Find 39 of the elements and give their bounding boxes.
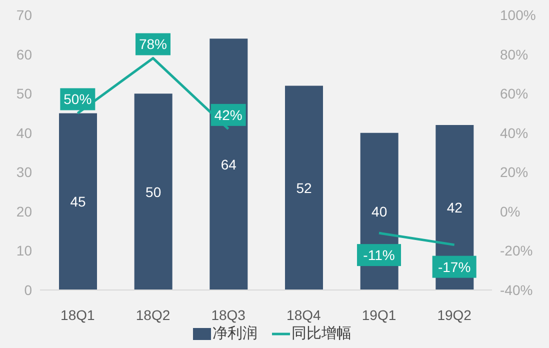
y2-tick-label: 0% (500, 203, 520, 220)
y-tick-label: 70 (16, 6, 32, 23)
y-tick-label: 50 (16, 86, 32, 102)
y-tick-label: 20 (16, 203, 32, 220)
data-label: 45 (70, 194, 86, 210)
y-tick-label: 0 (24, 282, 32, 298)
bar (210, 38, 248, 290)
y-tick-label: 30 (16, 164, 32, 180)
y2-tick-label: 40% (500, 124, 528, 141)
bar (134, 94, 172, 290)
data-label: 50% (64, 91, 92, 108)
data-label: -17% (438, 258, 471, 275)
y2-tick-label: -20% (500, 242, 533, 259)
bar (59, 113, 97, 290)
legend-label: 同比增幅 (292, 324, 352, 343)
x-tick-label: 18Q1 (60, 306, 96, 323)
y2-tick-label: 80% (500, 46, 528, 62)
x-tick-label: 19Q2 (437, 306, 472, 323)
y-tick-label: 40 (16, 124, 32, 141)
data-label: -11% (363, 247, 395, 264)
x-tick-label: 18Q2 (136, 306, 170, 323)
data-label: 42% (214, 106, 242, 123)
y-tick-label: 10 (16, 242, 32, 259)
y2-tick-label: 100% (500, 6, 536, 23)
y-tick-label: 60 (16, 46, 32, 62)
x-tick-label: 18Q3 (211, 306, 246, 323)
data-label: 78% (138, 36, 168, 52)
data-label: 50 (146, 184, 162, 200)
legend-label: 净利润 (212, 324, 258, 343)
y2-tick-label: 60% (500, 86, 528, 102)
x-tick-label: 19Q1 (362, 306, 396, 323)
data-label: 42 (446, 200, 463, 216)
y2-tick-label: 20% (500, 164, 528, 180)
data-label: 52 (296, 180, 312, 196)
data-label: 64 (220, 156, 237, 172)
y2-tick-label: -40% (500, 282, 533, 298)
x-tick-label: 18Q4 (286, 306, 322, 323)
bar (285, 86, 323, 290)
data-label: 40 (372, 203, 388, 220)
